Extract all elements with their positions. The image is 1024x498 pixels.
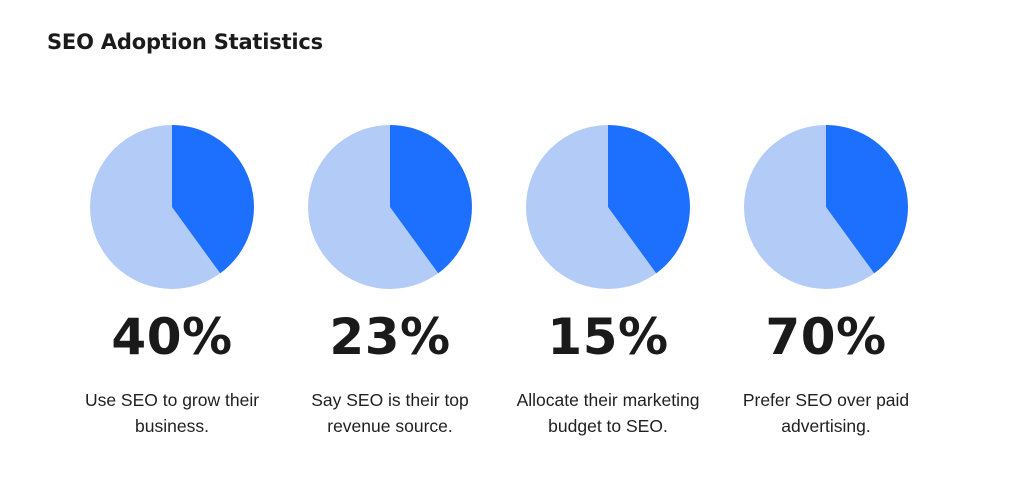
stat-value: 70% <box>765 308 887 366</box>
pie-highlight-slice <box>826 125 908 274</box>
stat-description: Allocate their marketing budget to SEO. <box>516 390 700 436</box>
page-title: SEO Adoption Statistics <box>47 30 323 54</box>
pie-chart <box>526 125 690 289</box>
stat-description: Prefer SEO over paid advertising. <box>742 390 910 436</box>
stat-value: 15% <box>547 308 669 366</box>
pie-chart <box>744 125 908 289</box>
pie-chart <box>90 125 254 289</box>
pie-highlight-slice <box>390 125 472 274</box>
pie-chart <box>308 125 472 289</box>
pie-highlight-slice <box>608 125 690 274</box>
stat-description: Use SEO to grow their business. <box>84 390 260 436</box>
stat-value: 23% <box>329 308 451 366</box>
stat-card: 15% Allocate their marketing budget to S… <box>498 123 718 439</box>
stat-description: Say SEO is their top revenue source. <box>311 390 469 436</box>
stat-card: 70% Prefer SEO over paid advertising. <box>716 123 936 439</box>
pie-highlight-slice <box>172 125 254 274</box>
stat-card: 23% Say SEO is their top revenue source. <box>280 123 500 439</box>
stat-card: 40% Use SEO to grow their business. <box>62 123 282 439</box>
stat-value: 40% <box>111 308 233 366</box>
